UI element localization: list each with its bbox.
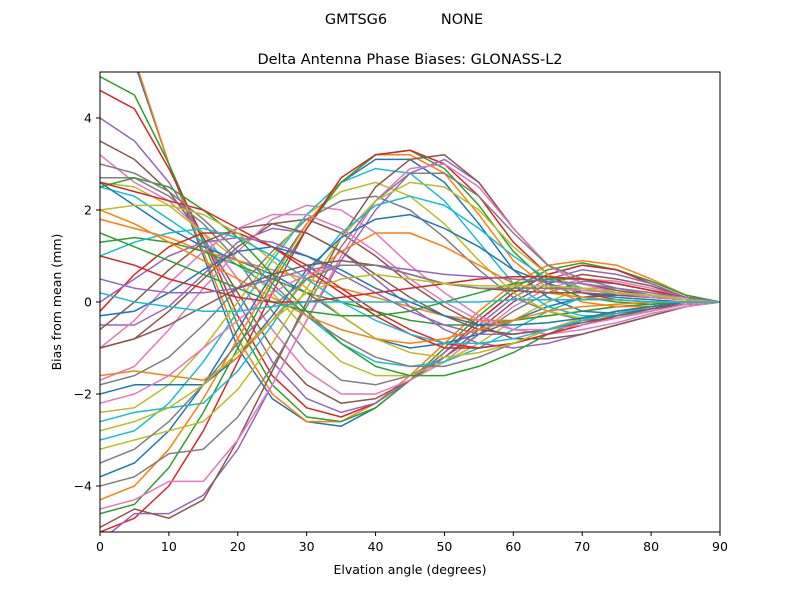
x-tick-label: 80 xyxy=(643,539,659,554)
series-line-s42 xyxy=(100,209,720,345)
series-line-s50 xyxy=(100,292,720,312)
chart-title: Delta Antenna Phase Biases: GLONASS-L2 xyxy=(257,52,562,68)
y-tick-label: −2 xyxy=(74,387,92,402)
y-tick-label: −4 xyxy=(74,479,92,494)
series-line-s45 xyxy=(100,264,720,303)
x-tick-label: 20 xyxy=(230,539,246,554)
y-tick-label: 2 xyxy=(84,203,92,218)
suptitle-left: GMTSG6 xyxy=(325,12,387,28)
y-tick-label: 4 xyxy=(84,111,92,126)
y-axis-label: Bias from mean (mm) xyxy=(49,234,64,371)
x-tick-label: 40 xyxy=(368,539,384,554)
x-tick-label: 50 xyxy=(436,539,452,554)
x-tick-label: 70 xyxy=(574,539,590,554)
series-line-s22 xyxy=(100,154,720,501)
series-line-s26 xyxy=(100,154,720,529)
x-axis: 0 10 20 30 40 50 60 70 80 90 xyxy=(96,532,728,554)
x-tick-label: 90 xyxy=(712,539,728,554)
suptitle-right: NONE xyxy=(441,12,483,28)
series-line-s44 xyxy=(100,255,720,303)
series-lines xyxy=(100,72,720,532)
series-line-s16 xyxy=(100,218,720,349)
x-tick-label: 60 xyxy=(505,539,521,554)
x-tick-label: 10 xyxy=(161,539,177,554)
series-line-s49 xyxy=(100,273,720,432)
series-line-s36 xyxy=(100,223,720,335)
x-tick-label: 30 xyxy=(299,539,315,554)
y-tick-label: 0 xyxy=(84,295,92,310)
x-axis-label: Elvation angle (degrees) xyxy=(333,562,486,577)
y-axis: −4 −2 0 2 4 xyxy=(74,111,100,494)
series-line-s40 xyxy=(100,227,720,345)
x-tick-label: 0 xyxy=(96,539,104,554)
